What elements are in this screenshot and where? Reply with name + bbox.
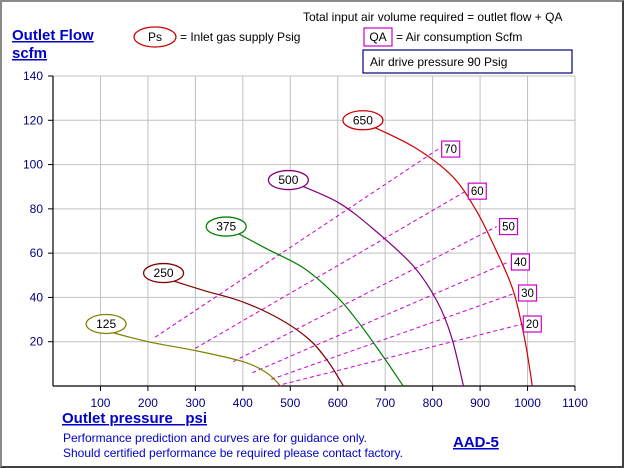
- curve-label-500: 500: [278, 173, 298, 187]
- curve-label-125: 125: [96, 317, 116, 331]
- guidance-note-line1: Performance prediction and curves are fo…: [63, 431, 367, 445]
- curve-label-ellipse-375: [205, 216, 247, 237]
- y-tick-label: 80: [30, 202, 44, 216]
- ps-ellipse: [133, 26, 177, 48]
- curve-labels: 70 60 50 40 30 20 125 250 375 500 650: [85, 110, 542, 335]
- drive-pressure-label: Air drive pressure 90 Psig: [370, 55, 507, 69]
- x-tick-label: 300: [185, 396, 205, 410]
- air-consumption-lines: [154, 148, 523, 387]
- qa-label-20: 20: [526, 319, 539, 331]
- x-tick-label: 500: [280, 396, 300, 410]
- y-tick-label: 60: [30, 246, 44, 260]
- qa-label-box-70: [441, 140, 461, 158]
- y-axis-title-line1: Outlet Flow: [12, 27, 94, 44]
- curve-ps-650: [368, 124, 533, 387]
- qa-symbol: QA: [369, 30, 386, 44]
- qa-label-30: 30: [521, 288, 534, 300]
- top-note: Total input air volume required = outlet…: [303, 10, 562, 24]
- y-tick-label: 100: [23, 158, 43, 172]
- drive-pressure-box: [362, 49, 573, 74]
- x-tick-label: 400: [233, 396, 253, 410]
- y-tick-label: 40: [30, 290, 44, 304]
- qa-label-box-20: [522, 315, 542, 333]
- curve-label-375: 375: [216, 220, 236, 234]
- qa-description: = Air consumption Scfm: [396, 30, 522, 44]
- y-tick-label: 140: [23, 69, 43, 83]
- qa-label-70: 70: [444, 144, 457, 156]
- ps-description: = Inlet gas supply Psig: [180, 30, 300, 44]
- x-tick-label: 100: [90, 396, 110, 410]
- x-tick-label: 1100: [562, 396, 588, 410]
- qa-line-50: [233, 226, 497, 363]
- curve-label-ellipse-500: [267, 169, 310, 191]
- curve-label-ellipse-650: [342, 110, 384, 131]
- qa-box: [363, 27, 393, 47]
- x-tick-label: 200: [138, 396, 158, 410]
- x-tick-label: 1000: [514, 396, 541, 410]
- y-tick-label: 120: [23, 113, 43, 127]
- x-tick-label: 800: [423, 396, 443, 410]
- qa-line-30: [271, 292, 516, 380]
- x-axis-title: Outlet pressure psi: [62, 410, 207, 427]
- x-tick-label: 700: [375, 396, 395, 410]
- y-axis-title-line2: scfm: [12, 45, 47, 62]
- guidance-note-line2: Should certified performance be required…: [63, 446, 403, 460]
- qa-line-60: [195, 190, 467, 349]
- qa-label-box-40: [510, 253, 531, 271]
- qa-label-box-60: [467, 182, 487, 200]
- grid: [53, 75, 576, 386]
- y-tick-label: 20: [30, 335, 44, 349]
- qa-label-box-50: [498, 217, 519, 236]
- ps-symbol: Ps: [148, 30, 162, 44]
- qa-line-20: [275, 323, 523, 387]
- qa-label-50: 50: [502, 222, 515, 234]
- qa-label-box-30: [517, 284, 538, 302]
- curve-ps-375: [233, 230, 404, 387]
- qa-line-70: [154, 148, 439, 338]
- curve-label-ellipse-250: [142, 262, 185, 284]
- qa-label-60: 60: [471, 186, 484, 198]
- curve-ps-500: [292, 181, 465, 387]
- curve-ps-250: [169, 279, 344, 387]
- x-tick-label: 600: [328, 396, 348, 410]
- qa-line-40: [252, 261, 509, 374]
- curve-label-250: 250: [154, 266, 174, 280]
- supply-pressure-curves: [105, 124, 533, 387]
- x-tick-label: 900: [470, 396, 490, 410]
- curve-ps-125: [105, 330, 282, 387]
- qa-label-40: 40: [514, 257, 527, 269]
- curve-label-650: 650: [353, 113, 373, 127]
- model-label: AAD-5: [453, 434, 499, 451]
- curve-label-ellipse-125: [85, 313, 127, 335]
- axes: 100 200 300 400 500 600 700 800 900 1000 1100 20 40 6…: [23, 69, 588, 410]
